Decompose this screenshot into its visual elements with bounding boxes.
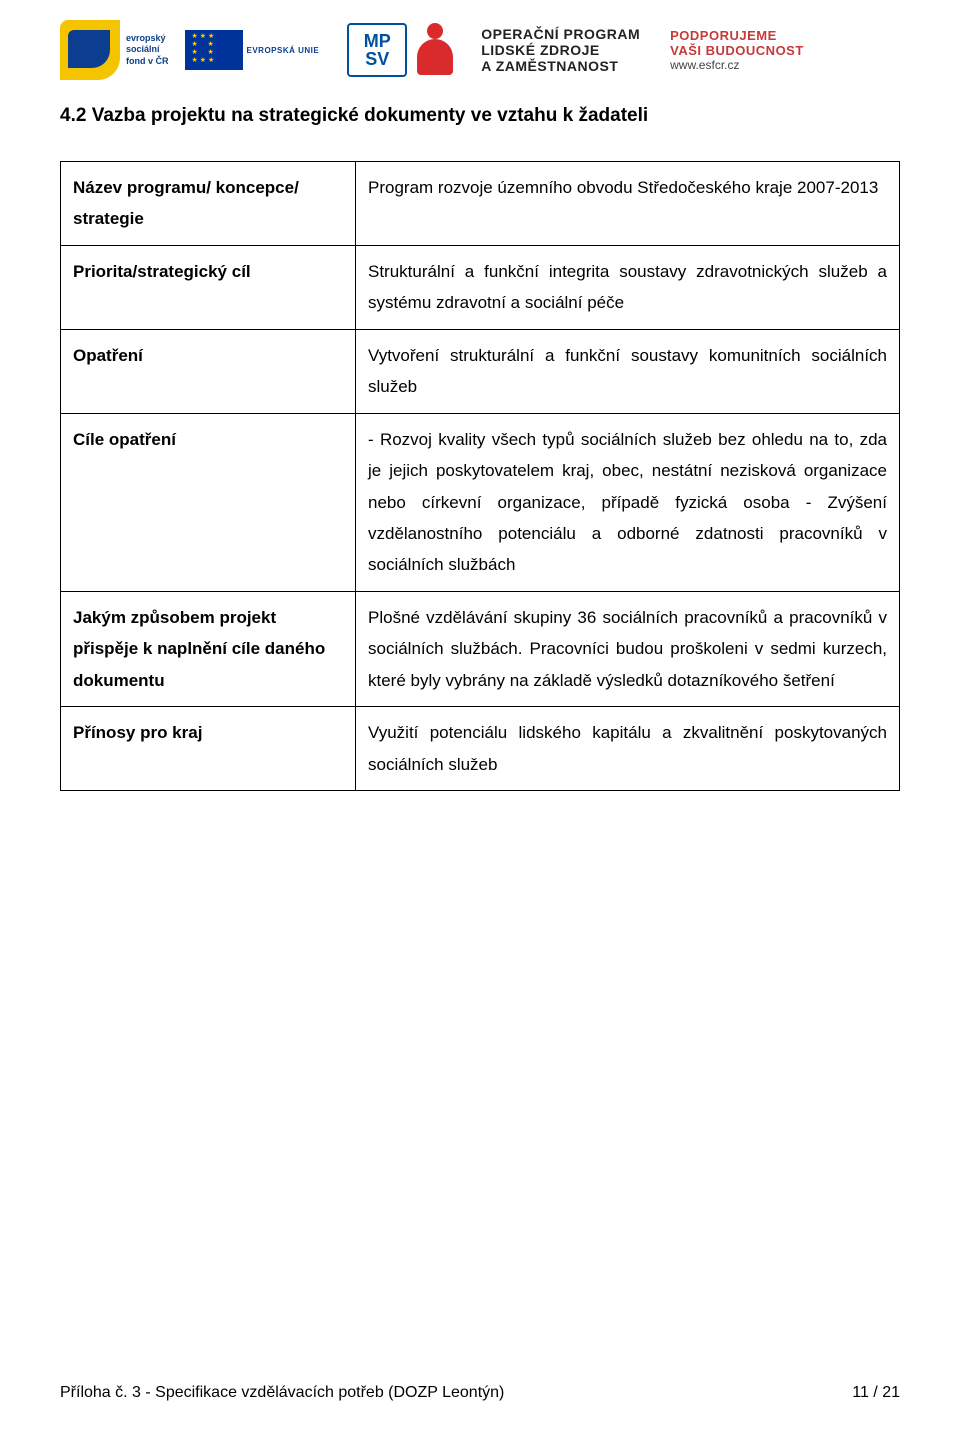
- mpsv-person-icon: [413, 23, 457, 77]
- section-title: 4.2 Vazba projektu na strategické dokume…: [60, 105, 900, 127]
- table-row: Název programu/ koncepce/ strategie Prog…: [61, 162, 900, 246]
- table-row: Jakým způsobem projekt přispěje k naplně…: [61, 591, 900, 706]
- row-value: Strukturální a funkční integrita soustav…: [356, 245, 900, 329]
- row-label: Přínosy pro kraj: [61, 707, 356, 791]
- op-program-text: OPERAČNÍ PROGRAM LIDSKÉ ZDROJE A ZAMĚSTN…: [481, 26, 640, 74]
- info-table: Název programu/ koncepce/ strategie Prog…: [60, 161, 900, 791]
- table-row: Přínosy pro kraj Využití potenciálu lids…: [61, 707, 900, 791]
- table-row: Priorita/strategický cíl Strukturální a …: [61, 245, 900, 329]
- esf-line3: fond v ČR: [126, 56, 169, 66]
- op-line1: OPERAČNÍ PROGRAM: [481, 26, 640, 42]
- support-line3: www.esfcr.cz: [670, 58, 804, 72]
- mpsv-logo: MP SV: [347, 23, 457, 77]
- page-footer: Příloha č. 3 - Specifikace vzdělávacích …: [60, 1384, 900, 1402]
- op-line2: LIDSKÉ ZDROJE: [481, 42, 640, 58]
- row-value: Program rozvoje územního obvodu Středoče…: [356, 162, 900, 246]
- support-line1: PODPORUJEME: [670, 28, 804, 43]
- mpsv-top: MP: [364, 32, 391, 50]
- esf-line1: evropský: [126, 33, 166, 43]
- footer-left: Příloha č. 3 - Specifikace vzdělávacích …: [60, 1384, 504, 1402]
- eu-logo: EVROPSKÁ UNIE: [179, 30, 320, 70]
- mpsv-bottom: SV: [365, 50, 389, 68]
- table-row: Cíle opatření - Rozvoj kvality všech typ…: [61, 413, 900, 591]
- footer-right: 11 / 21: [852, 1384, 900, 1402]
- esf-icon: [60, 20, 120, 80]
- row-label: Název programu/ koncepce/ strategie: [61, 162, 356, 246]
- row-label: Cíle opatření: [61, 413, 356, 591]
- row-value: Plošné vzdělávání skupiny 36 sociálních …: [356, 591, 900, 706]
- esf-line2: sociální: [126, 44, 160, 54]
- row-value: Využití potenciálu lidského kapitálu a z…: [356, 707, 900, 791]
- eu-label: EVROPSKÁ UNIE: [247, 46, 320, 55]
- support-text: PODPORUJEME VAŠI BUDOUCNOST www.esfcr.cz: [670, 28, 804, 72]
- eu-flag-icon: [185, 30, 243, 70]
- row-value: - Rozvoj kvality všech typů sociálních s…: [356, 413, 900, 591]
- row-label: Opatření: [61, 329, 356, 413]
- header-logo-strip: evropský sociální fond v ČR EVROPSKÁ UNI…: [60, 20, 900, 80]
- row-label: Jakým způsobem projekt přispěje k naplně…: [61, 591, 356, 706]
- row-value: Vytvoření strukturální a funkční soustav…: [356, 329, 900, 413]
- table-row: Opatření Vytvoření strukturální a funkčn…: [61, 329, 900, 413]
- esf-text: evropský sociální fond v ČR: [126, 33, 169, 67]
- op-line3: A ZAMĚSTNANOST: [481, 58, 640, 74]
- row-label: Priorita/strategický cíl: [61, 245, 356, 329]
- esf-logo: evropský sociální fond v ČR: [60, 20, 169, 80]
- mpsv-text-icon: MP SV: [347, 23, 407, 77]
- support-line2: VAŠI BUDOUCNOST: [670, 43, 804, 58]
